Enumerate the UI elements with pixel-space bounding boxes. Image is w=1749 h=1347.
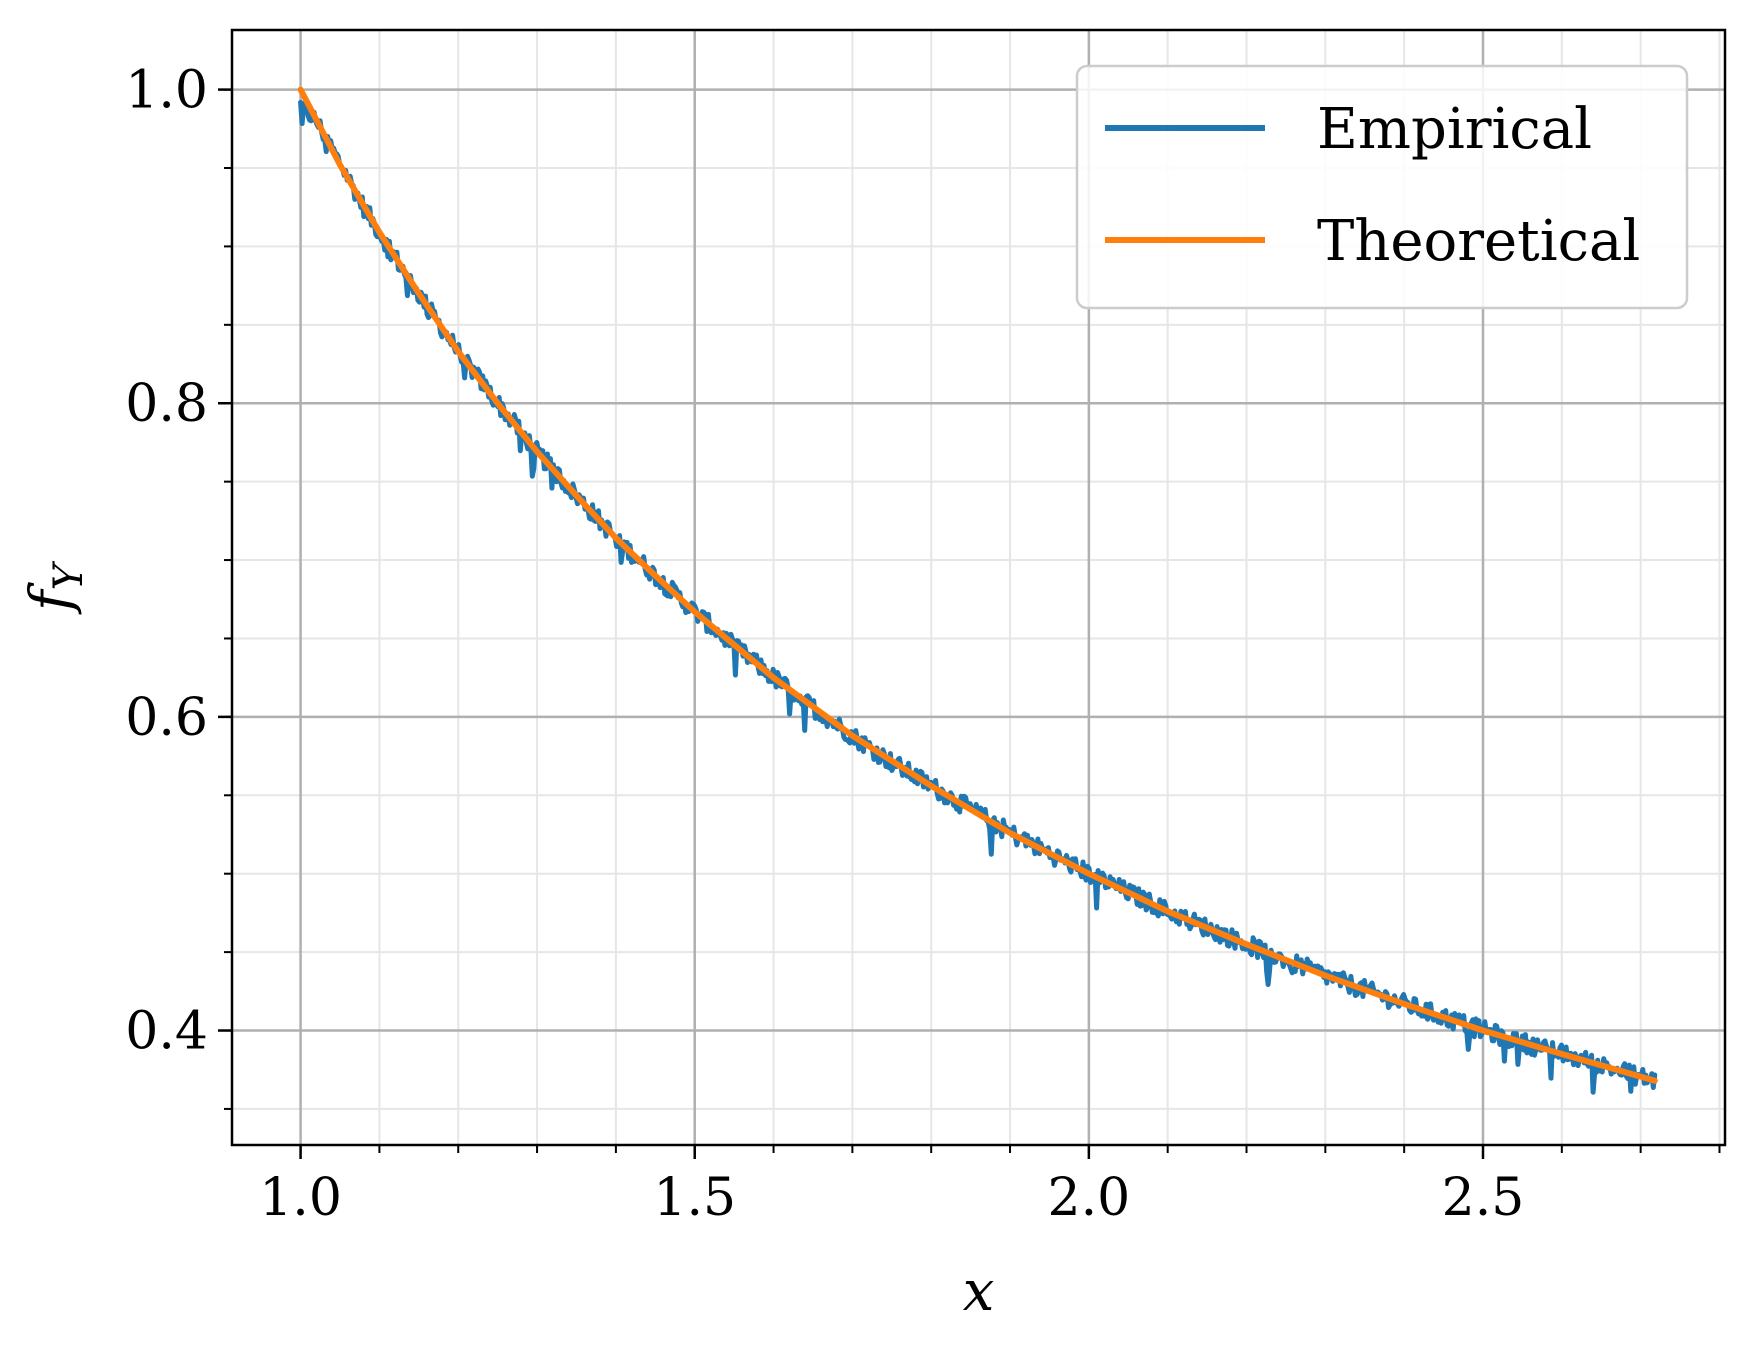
plot-frame (230, 28, 1727, 1147)
legend-label-empirical: Empirical (1317, 97, 1592, 162)
series-layer (297, 86, 1658, 1095)
y-tick-label: 1.0 (125, 61, 208, 121)
legend: Empirical Theoretical (1075, 64, 1689, 310)
y-tick-label: 0.8 (125, 374, 208, 434)
y-tick-label: 0.4 (125, 1002, 208, 1062)
x-tick-label: 2.5 (1442, 1168, 1525, 1228)
x-axis-label: x (963, 1259, 995, 1324)
legend-label-theoretical: Theoretical (1317, 209, 1640, 274)
tick-labels: 1.0 1.5 2.0 2.5 0.4 0.6 0.8 1.0 (125, 61, 1524, 1228)
y-tick-label: 0.6 (125, 688, 208, 748)
x-tick-label: 1.5 (653, 1168, 736, 1228)
series-line-theoretical (297, 86, 1658, 1084)
x-tick-label: 1.0 (259, 1168, 342, 1228)
axis-ticks (218, 88, 1721, 1159)
x-tick-label: 2.0 (1048, 1168, 1131, 1228)
y-axis-label-subscript: Y (46, 560, 92, 590)
